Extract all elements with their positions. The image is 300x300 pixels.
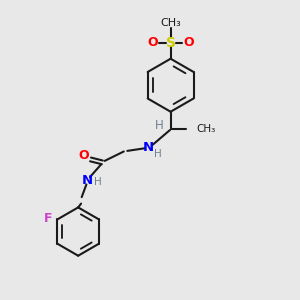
Text: H: H bbox=[154, 148, 162, 158]
Text: CH₃: CH₃ bbox=[196, 124, 216, 134]
Text: H: H bbox=[94, 176, 102, 187]
Text: O: O bbox=[183, 36, 194, 49]
Text: F: F bbox=[44, 212, 53, 224]
Text: S: S bbox=[166, 35, 176, 50]
Text: CH₃: CH₃ bbox=[160, 18, 181, 28]
Text: N: N bbox=[143, 141, 154, 154]
Text: H: H bbox=[155, 119, 164, 132]
Text: O: O bbox=[79, 149, 89, 162]
Text: O: O bbox=[148, 36, 158, 49]
Text: N: N bbox=[82, 173, 93, 187]
